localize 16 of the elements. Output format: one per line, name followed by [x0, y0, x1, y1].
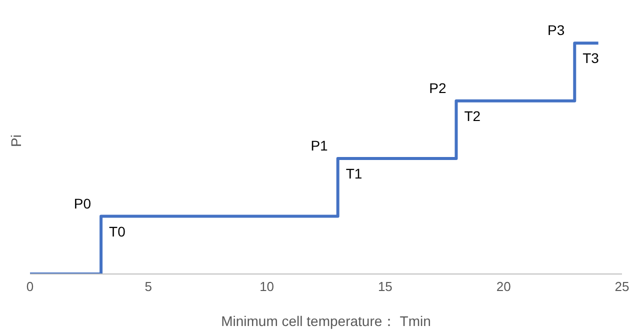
x-tick-label: 15 [378, 279, 392, 294]
x-tick-label: 20 [496, 279, 511, 294]
annotation: P3 [548, 22, 565, 38]
annotation: P2 [429, 80, 446, 96]
annotation: T1 [346, 166, 362, 182]
x-axis-title: Minimum cell temperature： Tmin [221, 313, 431, 329]
annotation: T3 [582, 50, 600, 66]
x-tick-label: 10 [260, 279, 274, 294]
x-tick-label: 5 [144, 279, 152, 294]
annotation: T0 [109, 223, 126, 240]
annotation: T2 [464, 108, 481, 124]
x-tick-label: 0 [26, 279, 34, 294]
annotation: P0 [74, 195, 92, 212]
x-tick-label: 25 [614, 279, 630, 294]
y-axis-title: Pi [8, 134, 24, 147]
annotation: P1 [310, 138, 328, 154]
